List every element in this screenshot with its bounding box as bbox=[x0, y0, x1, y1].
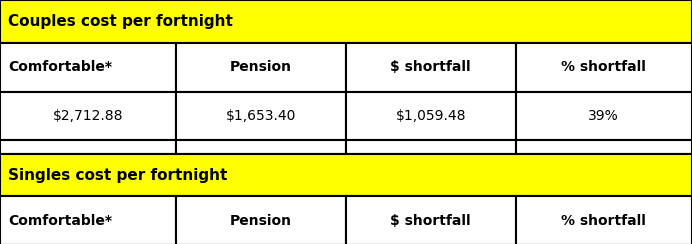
Bar bbox=[0, 154, 692, 196]
Text: $ shortfall: $ shortfall bbox=[390, 60, 471, 74]
Bar bbox=[176, 196, 346, 244]
Bar bbox=[346, 92, 516, 140]
Text: $1,059.48: $1,059.48 bbox=[396, 109, 466, 123]
Text: Pension: Pension bbox=[230, 60, 292, 74]
Bar bbox=[346, 196, 516, 244]
Bar bbox=[346, 43, 516, 92]
Text: Comfortable*: Comfortable* bbox=[8, 214, 112, 228]
Text: % shortfall: % shortfall bbox=[561, 60, 646, 74]
Bar bbox=[176, 43, 346, 92]
Bar bbox=[0, 0, 692, 43]
Bar bbox=[176, 92, 346, 140]
Text: % shortfall: % shortfall bbox=[561, 214, 646, 228]
Bar bbox=[176, 140, 346, 154]
Bar bbox=[0, 196, 176, 244]
Bar bbox=[0, 140, 176, 154]
Text: Singles cost per fortnight: Singles cost per fortnight bbox=[8, 168, 228, 183]
Bar bbox=[346, 140, 516, 154]
Text: Pension: Pension bbox=[230, 214, 292, 228]
Bar bbox=[0, 92, 176, 140]
Bar bbox=[516, 43, 692, 92]
Bar bbox=[516, 140, 692, 154]
Text: Comfortable*: Comfortable* bbox=[8, 60, 112, 74]
Text: $2,712.88: $2,712.88 bbox=[53, 109, 123, 123]
Text: $1,653.40: $1,653.40 bbox=[226, 109, 296, 123]
Bar bbox=[0, 43, 176, 92]
Text: Couples cost per fortnight: Couples cost per fortnight bbox=[8, 14, 233, 29]
Text: $ shortfall: $ shortfall bbox=[390, 214, 471, 228]
Bar bbox=[516, 92, 692, 140]
Text: 39%: 39% bbox=[588, 109, 619, 123]
Bar bbox=[516, 196, 692, 244]
